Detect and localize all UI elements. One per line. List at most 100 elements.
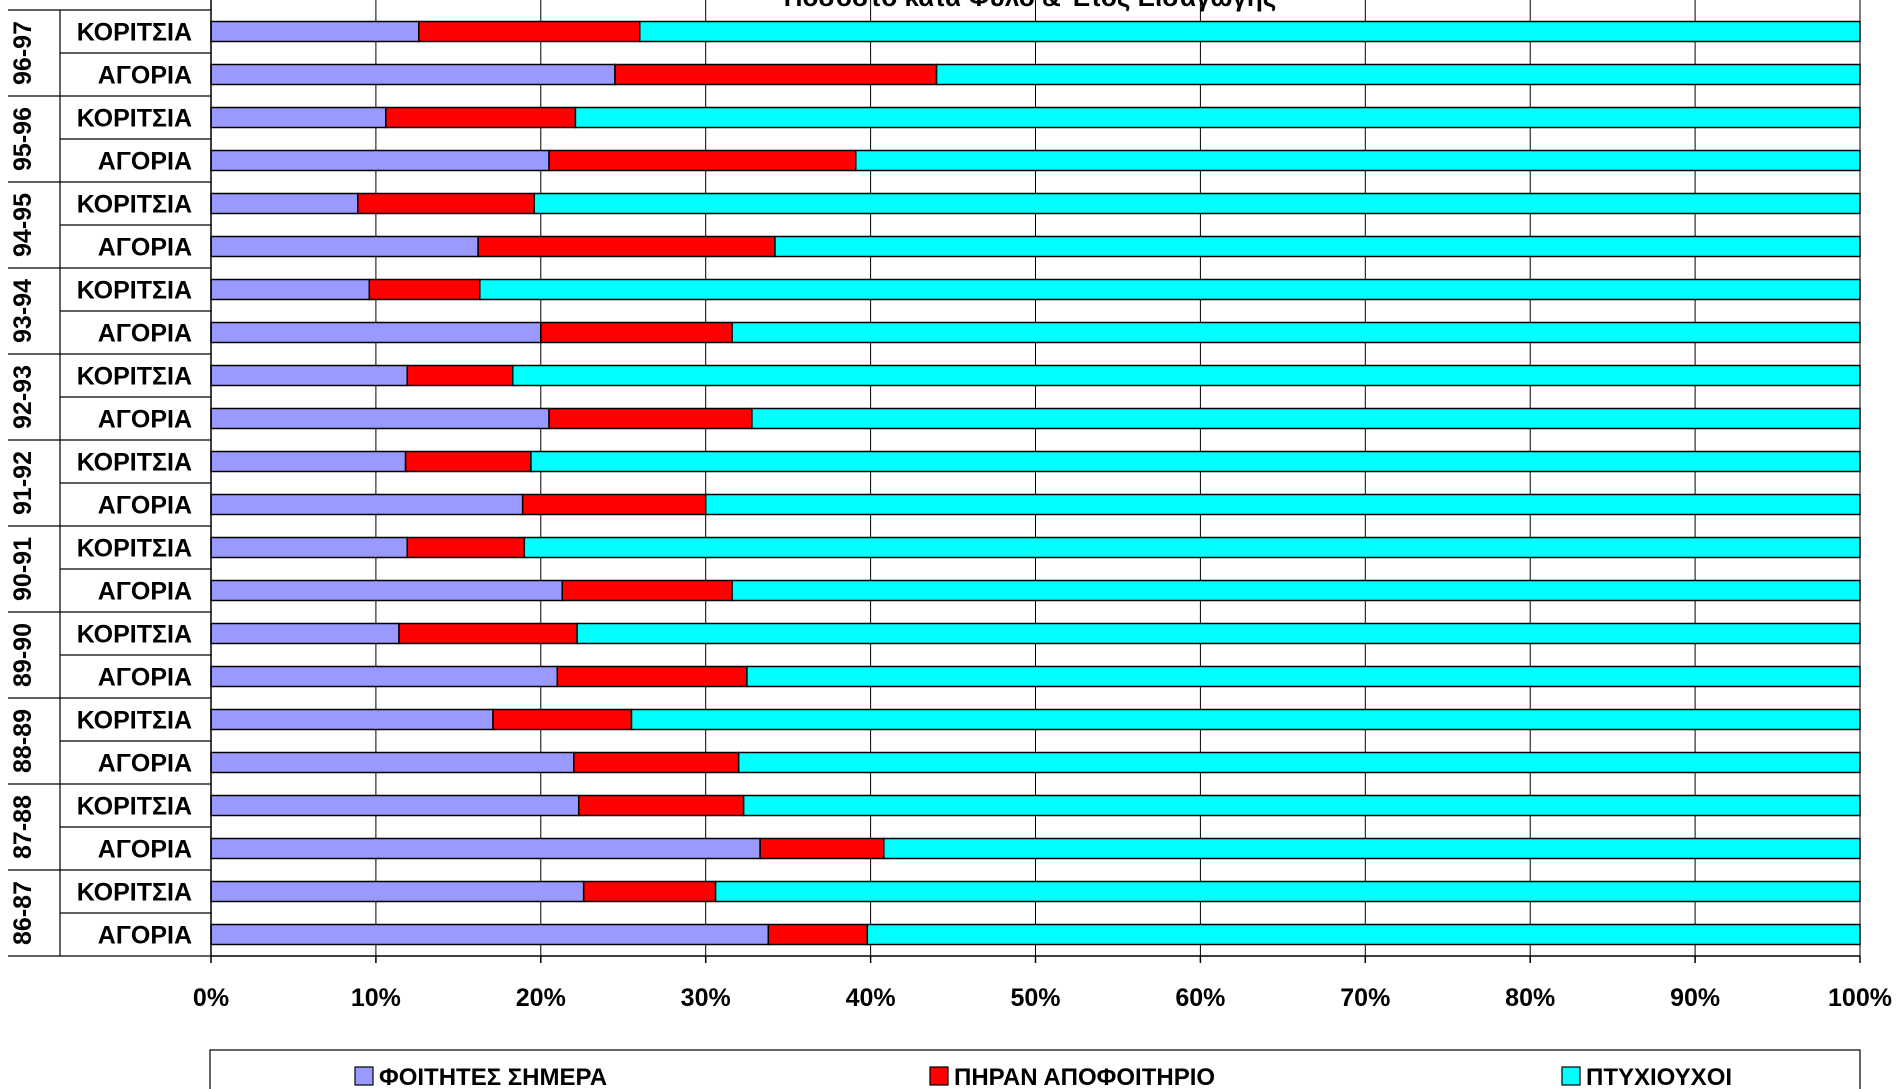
- category-label: ΚΟΡΙΤΣΙΑ: [77, 191, 192, 219]
- bar-segment: [561, 579, 733, 602]
- bar-segment: [210, 923, 770, 946]
- bar-segment: [210, 20, 420, 43]
- category-label: ΚΟΡΙΤΣΙΑ: [77, 19, 192, 47]
- bar-segment: [767, 923, 869, 946]
- bar-segment: [210, 794, 580, 817]
- bar-segment: [737, 751, 1861, 774]
- category-label: ΑΓΟΡΙΑ: [98, 406, 192, 434]
- category-label: ΚΟΡΙΤΣΙΑ: [77, 277, 192, 305]
- bar-segment: [638, 20, 1861, 43]
- bar-segment: [774, 235, 1861, 258]
- bar-segment: [548, 149, 857, 172]
- bar-segment: [573, 751, 740, 774]
- category-label: ΑΓΟΡΙΑ: [98, 62, 192, 90]
- bar-segment: [368, 278, 481, 301]
- category-labels: ΚΟΡΙΤΣΙΑ ΑΓΟΡΙΑ 96-97 ΚΟΡΙΤΣΙΑ ΑΓΟΡΙΑ 95-96 ΚΟ…: [9, 19, 192, 950]
- category-label: ΑΓΟΡΙΑ: [98, 750, 192, 778]
- x-tick-label: 10%: [351, 984, 401, 1012]
- category-label: ΚΟΡΙΤΣΙΑ: [77, 105, 192, 133]
- category-label: ΚΟΡΙΤΣΙΑ: [77, 449, 192, 477]
- bar-segment: [357, 192, 535, 215]
- bar-segment: [582, 880, 717, 903]
- bar-segment: [398, 622, 578, 645]
- bar-segment: [492, 708, 633, 731]
- bar-segment: [210, 407, 550, 430]
- bar-segment: [210, 536, 408, 559]
- legend-label: ΦΟΙΤΗΤΕΣ ΣΗΜΕΡΑ: [379, 1064, 607, 1089]
- group-label: 92-93: [9, 365, 37, 429]
- legend-swatch: [1561, 1066, 1581, 1086]
- category-label: ΑΓΟΡΙΑ: [98, 922, 192, 950]
- category-label: ΚΟΡΙΤΣΙΑ: [77, 535, 192, 563]
- group-label: 95-96: [9, 107, 37, 171]
- axes: [8, 0, 1861, 963]
- bar-segment: [883, 837, 1861, 860]
- category-label: ΚΟΡΙΤΣΙΑ: [77, 707, 192, 735]
- bar-segment: [540, 321, 733, 344]
- group-label: 93-94: [9, 279, 37, 343]
- bar-segment: [210, 149, 550, 172]
- x-tick-label: 60%: [1175, 984, 1225, 1012]
- bar-segment: [556, 665, 748, 688]
- bar-segment: [210, 364, 408, 387]
- category-label: ΑΓΟΡΙΑ: [98, 836, 192, 864]
- bar-segment: [577, 794, 745, 817]
- bar-segment: [759, 837, 885, 860]
- group-label: 87-88: [9, 795, 37, 859]
- bar-segment: [210, 665, 559, 688]
- bar-segment: [479, 278, 1861, 301]
- bar-segment: [404, 450, 532, 473]
- x-tick-label: 80%: [1505, 984, 1555, 1012]
- legend-swatch: [929, 1066, 949, 1086]
- bar-segment: [714, 880, 1861, 903]
- bar-segment: [477, 235, 776, 258]
- group-label: 94-95: [9, 193, 37, 257]
- bar-segment: [406, 364, 514, 387]
- group-label: 90-91: [9, 537, 37, 601]
- bar-segment: [210, 321, 542, 344]
- legend-label: ΠΗΡΑΝ ΑΠΟΦΟΙΤΗΡΙΟ: [954, 1064, 1215, 1089]
- bar-segment: [576, 622, 1861, 645]
- bar-segment: [210, 235, 479, 258]
- category-label: ΚΟΡΙΤΣΙΑ: [77, 363, 192, 391]
- bar-segment: [866, 923, 1861, 946]
- chart-title: Ποσοστό κατά Φύλο & Έτος Εισαγωγής: [784, 0, 1277, 12]
- bar-segment: [548, 407, 753, 430]
- bar-segment: [521, 493, 707, 516]
- bar-segment: [406, 536, 526, 559]
- bar-segment: [614, 63, 938, 86]
- bar-segment: [210, 106, 387, 129]
- category-label: ΚΟΡΙΤΣΙΑ: [77, 879, 192, 907]
- bar-segment: [210, 278, 371, 301]
- bar-segment: [418, 20, 641, 43]
- legend: ΦΟΙΤΗΤΕΣ ΣΗΜΕΡΑ ΠΗΡΑΝ ΑΠΟΦΟΙΤΗΡΙΟ ΠΤΥΧΙΟΥΧ…: [209, 1049, 1861, 1089]
- category-label: ΑΓΟΡΙΑ: [98, 234, 192, 262]
- legend-label: ΠΤΥΧΙΟΥΧΟΙ: [1586, 1064, 1732, 1089]
- category-label: ΑΓΟΡΙΑ: [98, 664, 192, 692]
- bar-segment: [523, 536, 1861, 559]
- bar-segment: [210, 622, 400, 645]
- bar-segment: [385, 106, 577, 129]
- x-tick-label: 30%: [681, 984, 731, 1012]
- x-tick-label: 40%: [846, 984, 896, 1012]
- x-tick-label: 50%: [1010, 984, 1060, 1012]
- x-tick-label: 0%: [193, 984, 229, 1012]
- bar-segment: [210, 450, 407, 473]
- x-tick-label: 100%: [1828, 984, 1892, 1012]
- bar-segment: [630, 708, 1861, 731]
- bar-segment: [210, 579, 563, 602]
- legend-box: [209, 1049, 1861, 1089]
- group-label: 86-87: [9, 881, 37, 945]
- legend-swatch: [354, 1066, 374, 1086]
- bar-segment: [533, 192, 1861, 215]
- bar-segment: [210, 493, 524, 516]
- x-tick-label: 70%: [1340, 984, 1390, 1012]
- bar-segment: [210, 880, 585, 903]
- x-tick-labels: 0% 10% 20% 30% 40% 50% 60% 70% 80% 90% 100%: [193, 984, 1892, 1012]
- bar-segment: [210, 192, 359, 215]
- bar-segment: [742, 794, 1861, 817]
- bar-segment: [574, 106, 1861, 129]
- bar-segment: [855, 149, 1861, 172]
- category-label: ΚΟΡΙΤΣΙΑ: [77, 793, 192, 821]
- group-label: 89-90: [9, 623, 37, 687]
